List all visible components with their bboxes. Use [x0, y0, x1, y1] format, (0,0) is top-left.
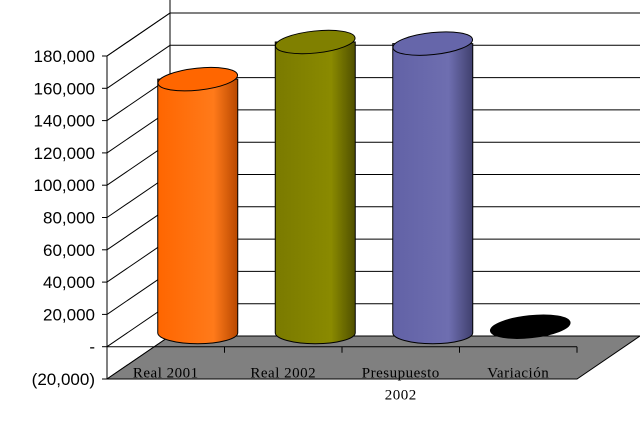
y-tick-label: 60,000: [43, 241, 95, 260]
bar-top: [157, 66, 239, 92]
y-tick-label: (20,000): [32, 370, 95, 389]
y-tick-label: -: [89, 338, 95, 357]
x-tick-label: Real 2001: [133, 366, 199, 382]
bar: [489, 314, 571, 339]
side-top-edge: [106, 12, 171, 57]
y-tick-label: 80,000: [43, 209, 95, 228]
bar-body: [157, 78, 239, 345]
bar: [157, 66, 239, 345]
side-gridline: [106, 44, 171, 89]
y-tick-label: 140,000: [34, 112, 95, 131]
x-tick-label: 2002: [385, 388, 417, 404]
bar-body: [274, 41, 356, 345]
x-tick-label: Real 2002: [250, 366, 316, 382]
y-tick-label: 120,000: [34, 144, 95, 163]
bar-top: [274, 29, 356, 55]
y-tick-label: 160,000: [34, 79, 95, 98]
bar-body: [392, 43, 474, 345]
x-tick-label: Variación: [487, 366, 549, 382]
y-tick-label: 100,000: [34, 176, 95, 195]
bars: [157, 29, 571, 345]
bar: [274, 29, 356, 345]
x-tick-labels: Real 2001 Real 2002 Presupuesto 2002 Variaci…: [133, 366, 549, 404]
bar-top: [392, 31, 474, 56]
bar-top: [489, 314, 571, 339]
x-axis: [106, 346, 578, 353]
x-tick-label: Presupuesto: [362, 366, 440, 382]
y-tick-label: 180,000: [34, 47, 95, 66]
y-tick-label: 40,000: [43, 273, 95, 292]
y-tick-labels: (20,000) - 20,000 40,000 60,000 80,000 100,000…: [32, 47, 107, 389]
bar: [392, 31, 474, 345]
y-tick-label: 20,000: [43, 305, 95, 324]
